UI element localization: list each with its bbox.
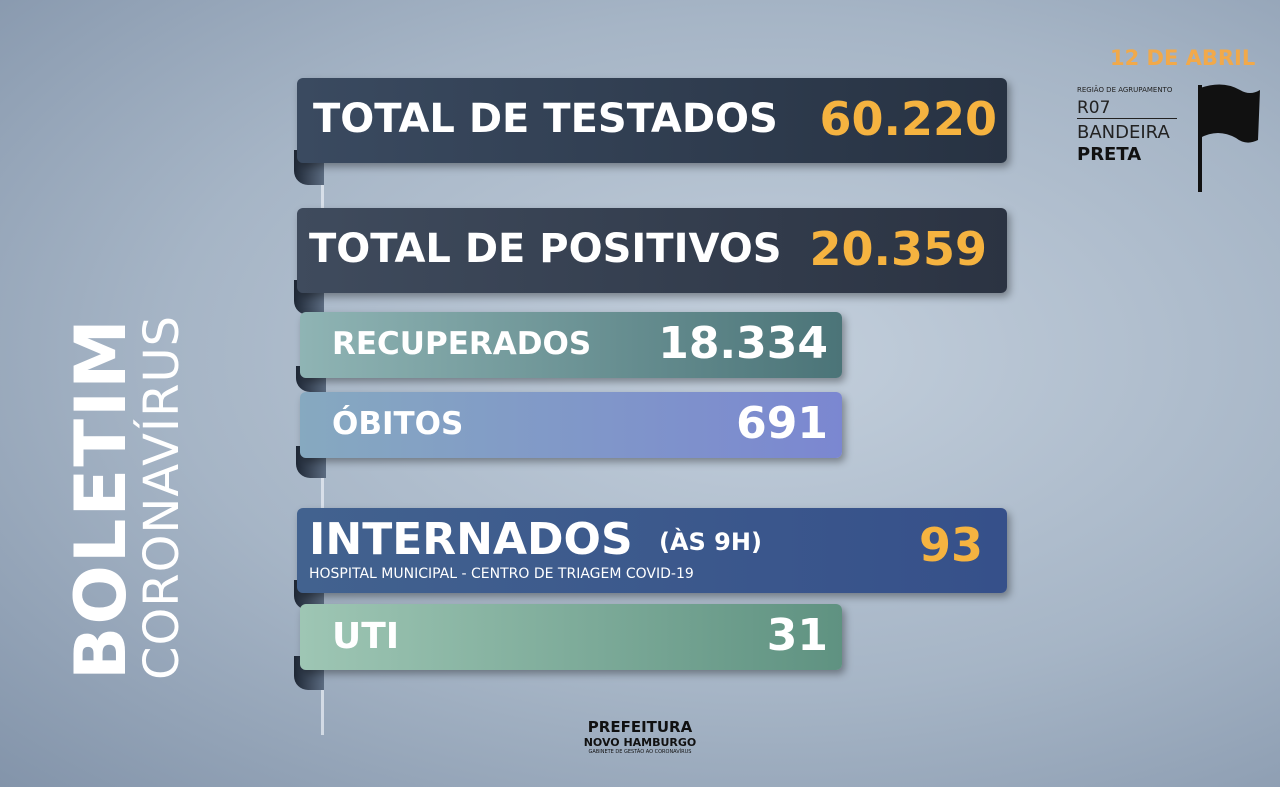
title-sub: CORONAVÍRUS: [134, 314, 190, 680]
footer-line3: GABINETE DE GESTÃO AO CORONAVÍRUS: [588, 749, 692, 755]
stat-value: 18.334: [658, 318, 828, 369]
title-block: BOLETIM CORONAVÍRUS: [60, 120, 190, 680]
row-icu: UTI 31: [300, 604, 842, 670]
stat-value: 60.220: [819, 92, 997, 146]
row-recovered: RECUPERADOS 18.334: [300, 312, 842, 378]
hospital-detail: HOSPITAL MUNICIPAL - CENTRO DE TRIAGEM C…: [309, 566, 694, 582]
stat-label: RECUPERADOS: [332, 326, 592, 362]
title-main: BOLETIM: [60, 317, 142, 680]
row-positive: TOTAL DE POSITIVOS 20.359: [297, 208, 1007, 293]
stat-value: 20.359: [809, 222, 987, 276]
row-hospital: INTERNADOS (ÀS 9H) HOSPITAL MUNICIPAL - …: [297, 508, 1007, 593]
date: 12 DE ABRIL: [1110, 46, 1256, 70]
flag-line1: BANDEIRA: [1077, 122, 1170, 143]
stat-label: ÓBITOS: [332, 406, 464, 442]
footer-line1: PREFEITURA: [587, 718, 693, 736]
hospital-label: INTERNADOS: [309, 514, 633, 565]
stat-label: TOTAL DE TESTADOS: [313, 96, 778, 142]
stat-label: TOTAL DE POSITIVOS: [309, 226, 782, 272]
hospital-value: 93: [918, 518, 983, 572]
flag-line2: PRETA: [1077, 144, 1142, 165]
footer-line2: NOVO HAMBURGO: [583, 736, 697, 749]
stat-value: 691: [736, 398, 828, 449]
region-caption: REGIÃO DE AGRUPAMENTO: [1077, 86, 1173, 94]
row-deaths: ÓBITOS 691: [300, 392, 842, 458]
region-code: R07: [1077, 98, 1177, 119]
hospital-note: (ÀS 9H): [659, 528, 762, 556]
icu-value: 31: [766, 610, 828, 661]
footer-logo: PREFEITURA NOVO HAMBURGO GABINETE DE GES…: [560, 718, 720, 755]
black-flag: [1198, 84, 1260, 192]
row-tested: TOTAL DE TESTADOS 60.220: [297, 78, 1007, 163]
icu-label: UTI: [332, 616, 400, 657]
